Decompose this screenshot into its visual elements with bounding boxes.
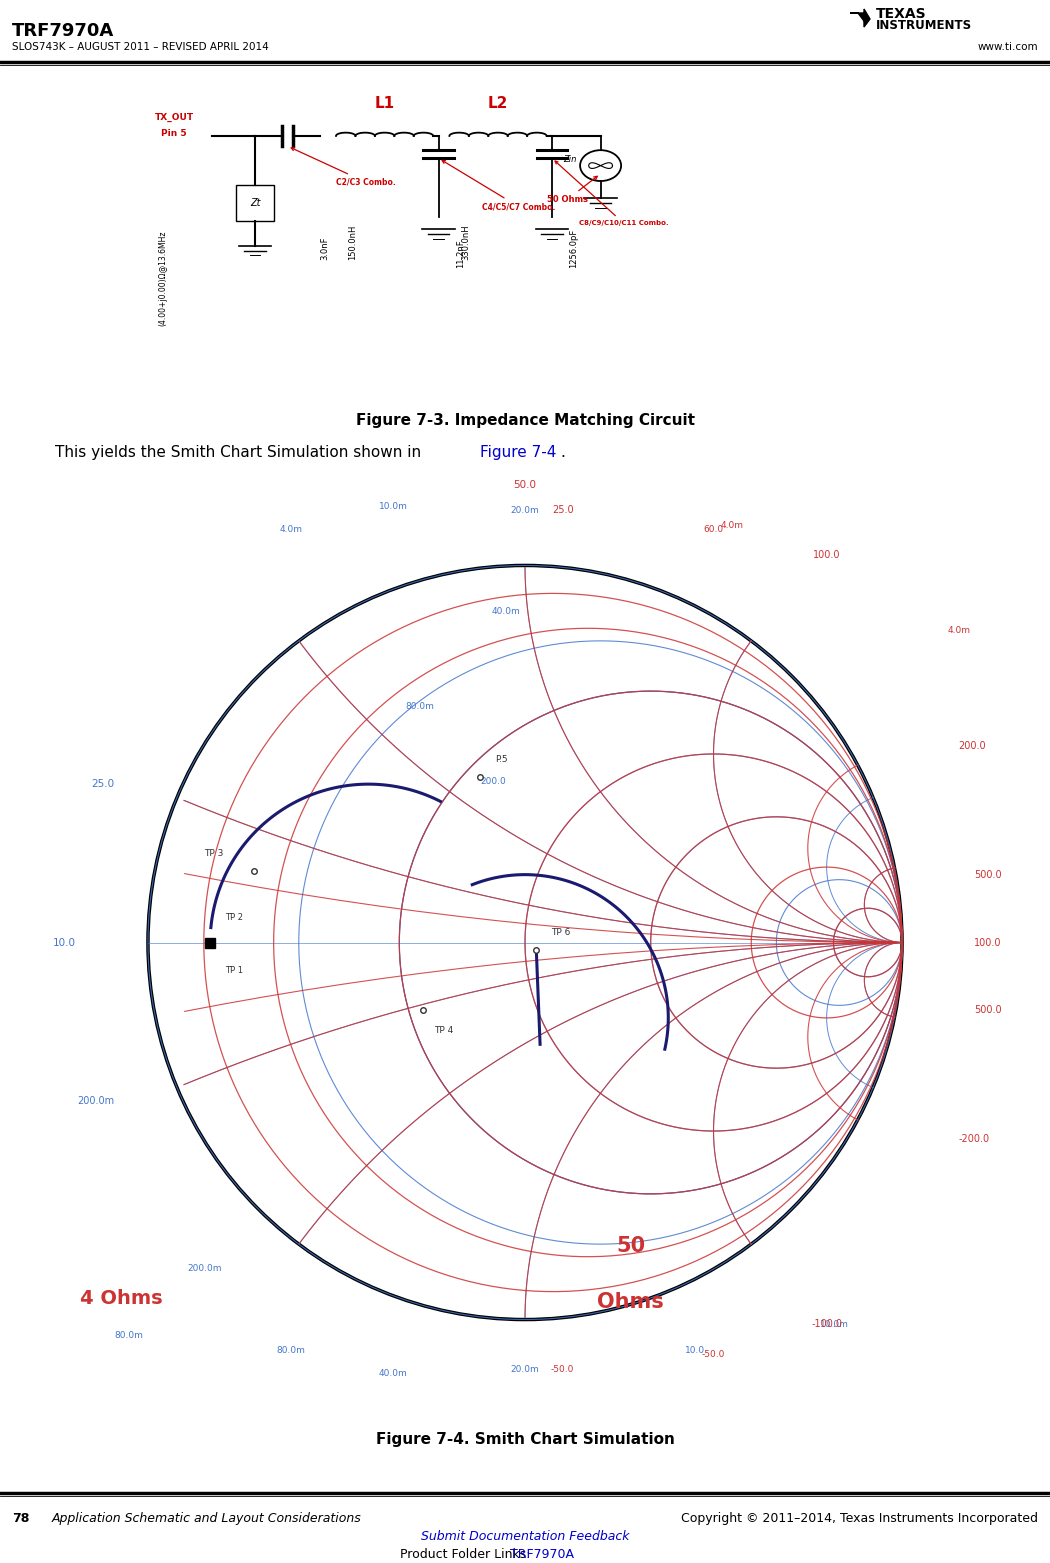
Text: Product Folder Links:: Product Folder Links:	[400, 1547, 534, 1561]
Text: TP 3: TP 3	[204, 849, 224, 858]
Text: 40.0m: 40.0m	[491, 608, 521, 616]
Text: Figure 7-4: Figure 7-4	[480, 445, 556, 460]
Text: L2: L2	[488, 95, 508, 111]
Text: (4.00+j0.00)Ω@13.6MHz: (4.00+j0.00)Ω@13.6MHz	[159, 230, 168, 325]
Text: TP 2: TP 2	[226, 913, 244, 922]
Text: INSTRUMENTS: INSTRUMENTS	[876, 19, 972, 31]
Text: 10.0: 10.0	[685, 1346, 705, 1355]
Text: 50: 50	[616, 1236, 645, 1255]
Text: TP 1: TP 1	[226, 966, 244, 975]
Text: Zt: Zt	[250, 199, 260, 208]
Text: 40.0m: 40.0m	[379, 1369, 407, 1379]
Text: 500.0: 500.0	[973, 1005, 1002, 1016]
Text: C4/C5/C7 Combo.: C4/C5/C7 Combo.	[442, 161, 555, 211]
Text: This yields the Smith Chart Simulation shown in: This yields the Smith Chart Simulation s…	[55, 445, 426, 460]
Text: 25.0: 25.0	[552, 505, 573, 514]
Text: -50.0: -50.0	[551, 1366, 574, 1374]
Text: 4.0m: 4.0m	[279, 525, 302, 533]
Text: -100.0: -100.0	[812, 1319, 842, 1329]
Text: 25.0: 25.0	[91, 778, 114, 789]
Text: 200.0: 200.0	[959, 741, 986, 752]
Text: SLOS743K – AUGUST 2011 – REVISED APRIL 2014: SLOS743K – AUGUST 2011 – REVISED APRIL 2…	[12, 42, 269, 52]
Text: 500.0: 500.0	[973, 869, 1002, 880]
Text: 150.0nH: 150.0nH	[348, 225, 357, 259]
Text: 11.2nF: 11.2nF	[456, 239, 465, 267]
Text: Zin: Zin	[563, 155, 576, 164]
Text: TRF7970A: TRF7970A	[510, 1547, 574, 1561]
Text: 80.0m: 80.0m	[405, 702, 434, 711]
Text: 80.0m: 80.0m	[114, 1332, 144, 1341]
Text: 100.0: 100.0	[813, 550, 840, 560]
Text: 4 Ohms: 4 Ohms	[80, 1289, 163, 1308]
Text: 10.0m: 10.0m	[379, 502, 407, 511]
Text: 200.0m: 200.0m	[187, 1263, 222, 1272]
Text: C8/C9/C10/C11 Combo.: C8/C9/C10/C11 Combo.	[555, 161, 669, 227]
Text: 20.0m: 20.0m	[510, 506, 540, 514]
Text: 10.0m: 10.0m	[820, 1321, 848, 1329]
Text: 20.0m: 20.0m	[510, 1366, 540, 1374]
Text: 200.0m: 200.0m	[77, 1096, 114, 1107]
Text: TEXAS: TEXAS	[876, 6, 926, 20]
Text: P.5: P.5	[495, 755, 507, 763]
Text: 1256.0pF: 1256.0pF	[569, 228, 579, 267]
Text: Submit Documentation Feedback: Submit Documentation Feedback	[421, 1530, 629, 1543]
Text: 4.0m: 4.0m	[947, 627, 970, 635]
Text: Ohms: Ohms	[597, 1293, 664, 1313]
Text: 4.0m: 4.0m	[721, 520, 743, 530]
Text: Application Schematic and Layout Considerations: Application Schematic and Layout Conside…	[52, 1511, 362, 1525]
Text: 80.0m: 80.0m	[277, 1346, 306, 1355]
Text: .: .	[560, 445, 565, 460]
Text: -50.0: -50.0	[701, 1350, 726, 1360]
Text: -200.0: -200.0	[959, 1133, 990, 1144]
Text: Pin 5: Pin 5	[162, 128, 187, 138]
Text: 50.0: 50.0	[513, 480, 537, 491]
Text: C2/C3 Combo.: C2/C3 Combo.	[291, 148, 396, 186]
Text: 50 Ohms: 50 Ohms	[547, 177, 597, 205]
Text: 78: 78	[12, 1511, 29, 1525]
Text: www.ti.com: www.ti.com	[978, 42, 1038, 52]
Text: TX_OUT: TX_OUT	[154, 113, 193, 122]
Text: L1: L1	[375, 95, 395, 111]
Text: TP 6: TP 6	[551, 928, 571, 936]
Text: TRF7970A: TRF7970A	[12, 22, 114, 41]
Polygon shape	[850, 9, 870, 27]
Text: 60.0: 60.0	[704, 525, 723, 533]
Text: Copyright © 2011–2014, Texas Instruments Incorporated: Copyright © 2011–2014, Texas Instruments…	[681, 1511, 1038, 1525]
Text: Figure 7-4. Smith Chart Simulation: Figure 7-4. Smith Chart Simulation	[376, 1432, 674, 1447]
Text: 100.0: 100.0	[973, 938, 1002, 947]
Text: 10.0: 10.0	[54, 938, 77, 947]
Text: 330.0nH: 330.0nH	[461, 224, 470, 259]
Text: TP 4: TP 4	[435, 1025, 454, 1035]
Text: 200.0: 200.0	[481, 777, 506, 786]
Text: Figure 7-3. Impedance Matching Circuit: Figure 7-3. Impedance Matching Circuit	[356, 413, 694, 428]
FancyBboxPatch shape	[236, 184, 274, 222]
Text: 3.0nF: 3.0nF	[320, 236, 330, 259]
